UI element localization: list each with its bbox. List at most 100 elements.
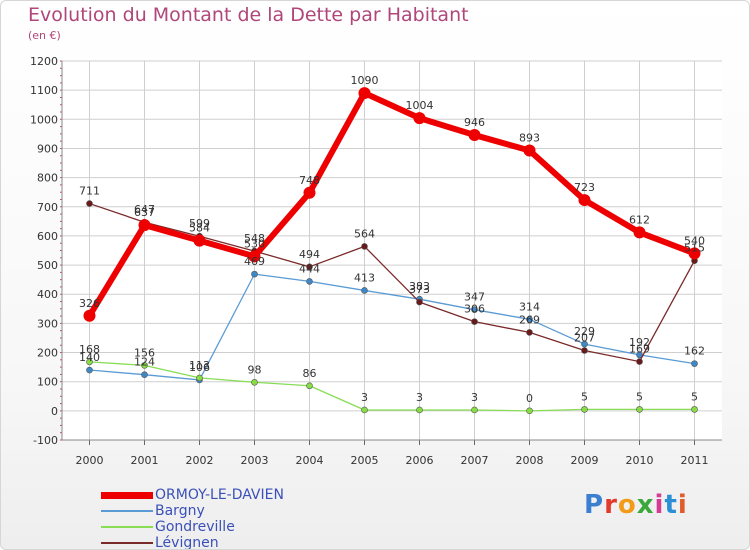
chart-title: Evolution du Montant de la Dette par Hab… <box>28 4 469 26</box>
logo-letter: i <box>677 490 688 520</box>
y-tick-label-13: 1200 <box>30 55 58 68</box>
logo-letter: x <box>636 490 655 520</box>
data-point-s0-9 <box>578 194 591 207</box>
data-label-s1-8: 314 <box>519 300 540 313</box>
data-label-s0-11: 540 <box>684 234 705 247</box>
data-label-s0-8: 893 <box>519 132 540 145</box>
y-tick-label-4: 300 <box>37 317 58 330</box>
data-label-s2-9: 5 <box>581 390 588 403</box>
series-line-3 <box>88 202 696 363</box>
data-point-s2-4 <box>306 382 313 390</box>
data-label-s3-6: 373 <box>409 283 430 296</box>
data-point-s2-11 <box>691 406 698 413</box>
y-tick-label-6: 500 <box>37 259 58 272</box>
data-point-s1-1 <box>141 371 148 378</box>
legend-label: Lévignen <box>155 535 219 550</box>
data-label-s0-0: 326 <box>79 297 100 310</box>
y-tick-label-3: 200 <box>37 347 58 360</box>
logo-letter: r <box>604 490 618 520</box>
data-label-s3-0: 711 <box>79 185 100 198</box>
data-label-s2-10: 5 <box>636 390 643 403</box>
data-point-s1-3 <box>251 270 258 278</box>
data-label-s1-3: 469 <box>244 255 265 268</box>
data-point-s0-1 <box>138 219 151 232</box>
x-tick-label-7: 2007 <box>461 454 489 467</box>
data-label-s2-4: 86 <box>303 367 317 380</box>
data-label-s3-4: 494 <box>299 248 320 261</box>
data-label-s0-7: 946 <box>464 116 485 129</box>
data-label-s2-0: 168 <box>79 343 100 356</box>
x-tick-label-3: 2003 <box>241 454 269 467</box>
y-tick-label-10: 900 <box>37 142 58 155</box>
data-label-s0-2: 584 <box>189 222 210 235</box>
logo-letter: t <box>664 490 678 520</box>
data-label-s1-11: 162 <box>684 345 705 358</box>
y-tick-label-11: 1000 <box>30 113 58 126</box>
data-label-s0-4: 748 <box>299 174 320 187</box>
data-point-s2-7 <box>471 406 478 414</box>
y-tick-label-12: 1100 <box>30 84 58 97</box>
y-tick-label-0: -100 <box>33 434 58 447</box>
y-tick-label-1: 0 <box>51 405 58 418</box>
y-tick-label-2: 100 <box>37 376 58 389</box>
series-line-1 <box>88 273 696 381</box>
data-point-s3-6 <box>416 298 423 306</box>
data-label-s3-3: 548 <box>244 232 265 245</box>
x-tick-label-5: 2005 <box>351 454 379 467</box>
data-point-s3-7 <box>471 318 478 325</box>
data-point-s1-0 <box>86 366 93 374</box>
series-line-2 <box>88 361 696 412</box>
data-label-s3-8: 269 <box>519 313 540 326</box>
y-tick-label-8: 700 <box>37 201 58 214</box>
data-point-s2-10 <box>636 406 643 413</box>
data-point-s2-1 <box>141 362 148 369</box>
x-tick-label-11: 2011 <box>681 454 709 467</box>
data-point-s0-7 <box>468 129 481 142</box>
data-label-s2-1: 156 <box>134 346 155 359</box>
data-point-s2-8 <box>526 407 533 415</box>
data-point-s0-11 <box>688 247 701 260</box>
x-tick-label-2: 2002 <box>186 454 214 467</box>
data-point-s3-10 <box>636 358 643 365</box>
legend-swatch <box>101 510 153 512</box>
data-label-s2-8: 0 <box>526 392 533 405</box>
data-label-s1-6: 383 <box>409 280 430 293</box>
data-label-s3-7: 306 <box>464 303 485 316</box>
legend-label: Gondreville <box>155 519 235 535</box>
data-label-s0-6: 1004 <box>406 99 434 112</box>
proxiti-logo: Proxiti <box>584 490 688 520</box>
data-point-s2-6 <box>416 406 423 414</box>
data-point-s2-2 <box>196 374 203 382</box>
data-point-s2-3 <box>251 378 258 386</box>
data-point-s1-7 <box>471 306 478 313</box>
x-tick-label-6: 2006 <box>406 454 434 467</box>
data-point-s1-4 <box>306 278 313 285</box>
data-point-s0-8 <box>523 144 536 157</box>
x-tick-label-0: 2000 <box>76 454 104 467</box>
data-label-s3-11: 515 <box>684 242 705 255</box>
y-tick-label-7: 600 <box>37 230 58 243</box>
chart-subtitle: (en €) <box>28 29 61 42</box>
x-tick-label-9: 2009 <box>571 454 599 467</box>
data-label-s1-5: 413 <box>354 271 375 284</box>
data-label-s1-0: 140 <box>79 351 100 364</box>
data-label-s3-2: 599 <box>189 217 210 230</box>
data-label-s1-1: 124 <box>134 356 155 369</box>
legend-swatch <box>101 491 153 499</box>
legend-label: ORMOY-LE-DAVIEN <box>155 487 284 503</box>
data-label-s1-7: 347 <box>464 291 485 304</box>
plot-area <box>62 61 722 440</box>
x-tick-label-4: 2004 <box>296 454 324 467</box>
data-point-s0-10 <box>633 226 646 239</box>
data-label-s2-3: 98 <box>248 363 262 376</box>
data-label-s0-10: 612 <box>629 213 650 226</box>
data-label-s2-2: 113 <box>189 359 210 372</box>
y-tick-label-9: 800 <box>37 172 58 185</box>
data-label-s3-10: 169 <box>629 343 650 356</box>
data-point-s0-0 <box>83 309 96 322</box>
data-point-s3-0 <box>86 200 93 207</box>
x-tick-label-1: 2001 <box>131 454 159 467</box>
data-label-s1-10: 192 <box>629 336 650 349</box>
legend-swatch <box>101 526 153 528</box>
